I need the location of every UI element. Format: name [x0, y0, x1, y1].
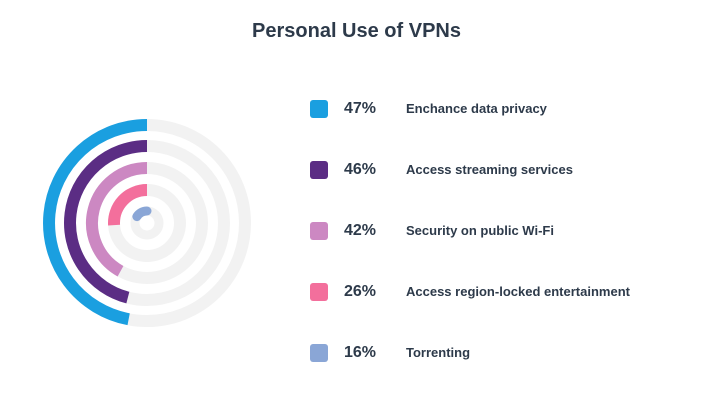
ring-bar-1: [43, 119, 148, 326]
radial-bar-chart: [43, 119, 251, 327]
ring-bar-3: [86, 162, 148, 277]
legend-item: 42% Security on public Wi-Fi: [310, 200, 690, 261]
legend-label: Access streaming services: [406, 162, 573, 177]
ring-bar-4: [108, 184, 148, 226]
legend-item: 16% Torrenting: [310, 322, 690, 383]
legend-item: 47% Enchance data privacy: [310, 78, 690, 139]
legend-swatch: [310, 99, 328, 118]
legend-label: Access region-locked entertainment: [406, 284, 630, 299]
legend-swatch: [310, 282, 328, 301]
legend: 47% Enchance data privacy 46% Access stream…: [310, 78, 690, 383]
legend-swatch: [310, 221, 328, 240]
legend-label: Security on public Wi-Fi: [406, 223, 554, 238]
legend-label: Enchance data privacy: [406, 101, 547, 116]
legend-swatch: [310, 160, 328, 179]
legend-item: 26% Access region-locked entertainment: [310, 261, 690, 322]
ring-bar-5: [132, 206, 152, 222]
legend-percentage: 47%: [344, 99, 377, 117]
legend-percentage: 16%: [344, 343, 377, 361]
legend-swatch: [310, 343, 328, 362]
legend-item: 46% Access streaming services: [310, 139, 690, 200]
legend-percentage: 46%: [344, 160, 377, 178]
legend-label: Torrenting: [406, 345, 471, 360]
chart-title: Personal Use of VPNs: [252, 20, 461, 42]
ring-bar-2: [64, 140, 148, 304]
legend-percentage: 26%: [344, 282, 377, 300]
legend-percentage: 42%: [344, 221, 377, 239]
